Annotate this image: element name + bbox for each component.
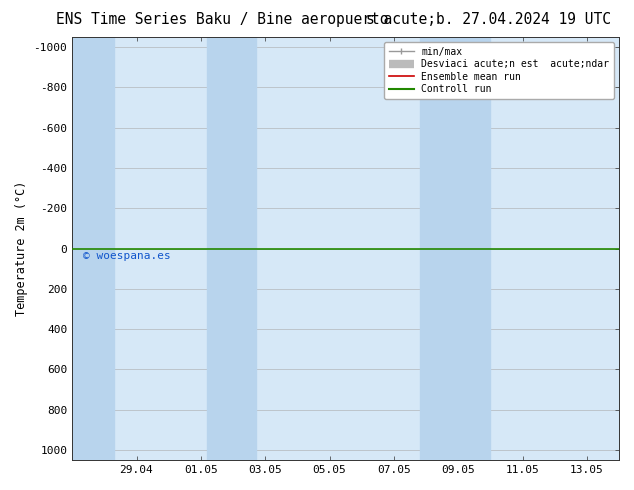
Text: © woespana.es: © woespana.es [83,251,171,261]
Bar [207,37,256,460]
Text: s acute;b. 27.04.2024 19 UTC: s acute;b. 27.04.2024 19 UTC [366,12,611,27]
Y-axis label: Temperature 2m (°C): Temperature 2m (°C) [15,181,28,316]
Text: ENS Time Series Baku / Bine aeropuerto: ENS Time Series Baku / Bine aeropuerto [56,12,388,27]
Bar [72,37,114,460]
Legend: min/max, Desviaci acute;n est  acute;ndar, Ensemble mean run, Controll run: min/max, Desviaci acute;n est acute;ndar… [384,42,614,99]
Bar [420,37,490,460]
